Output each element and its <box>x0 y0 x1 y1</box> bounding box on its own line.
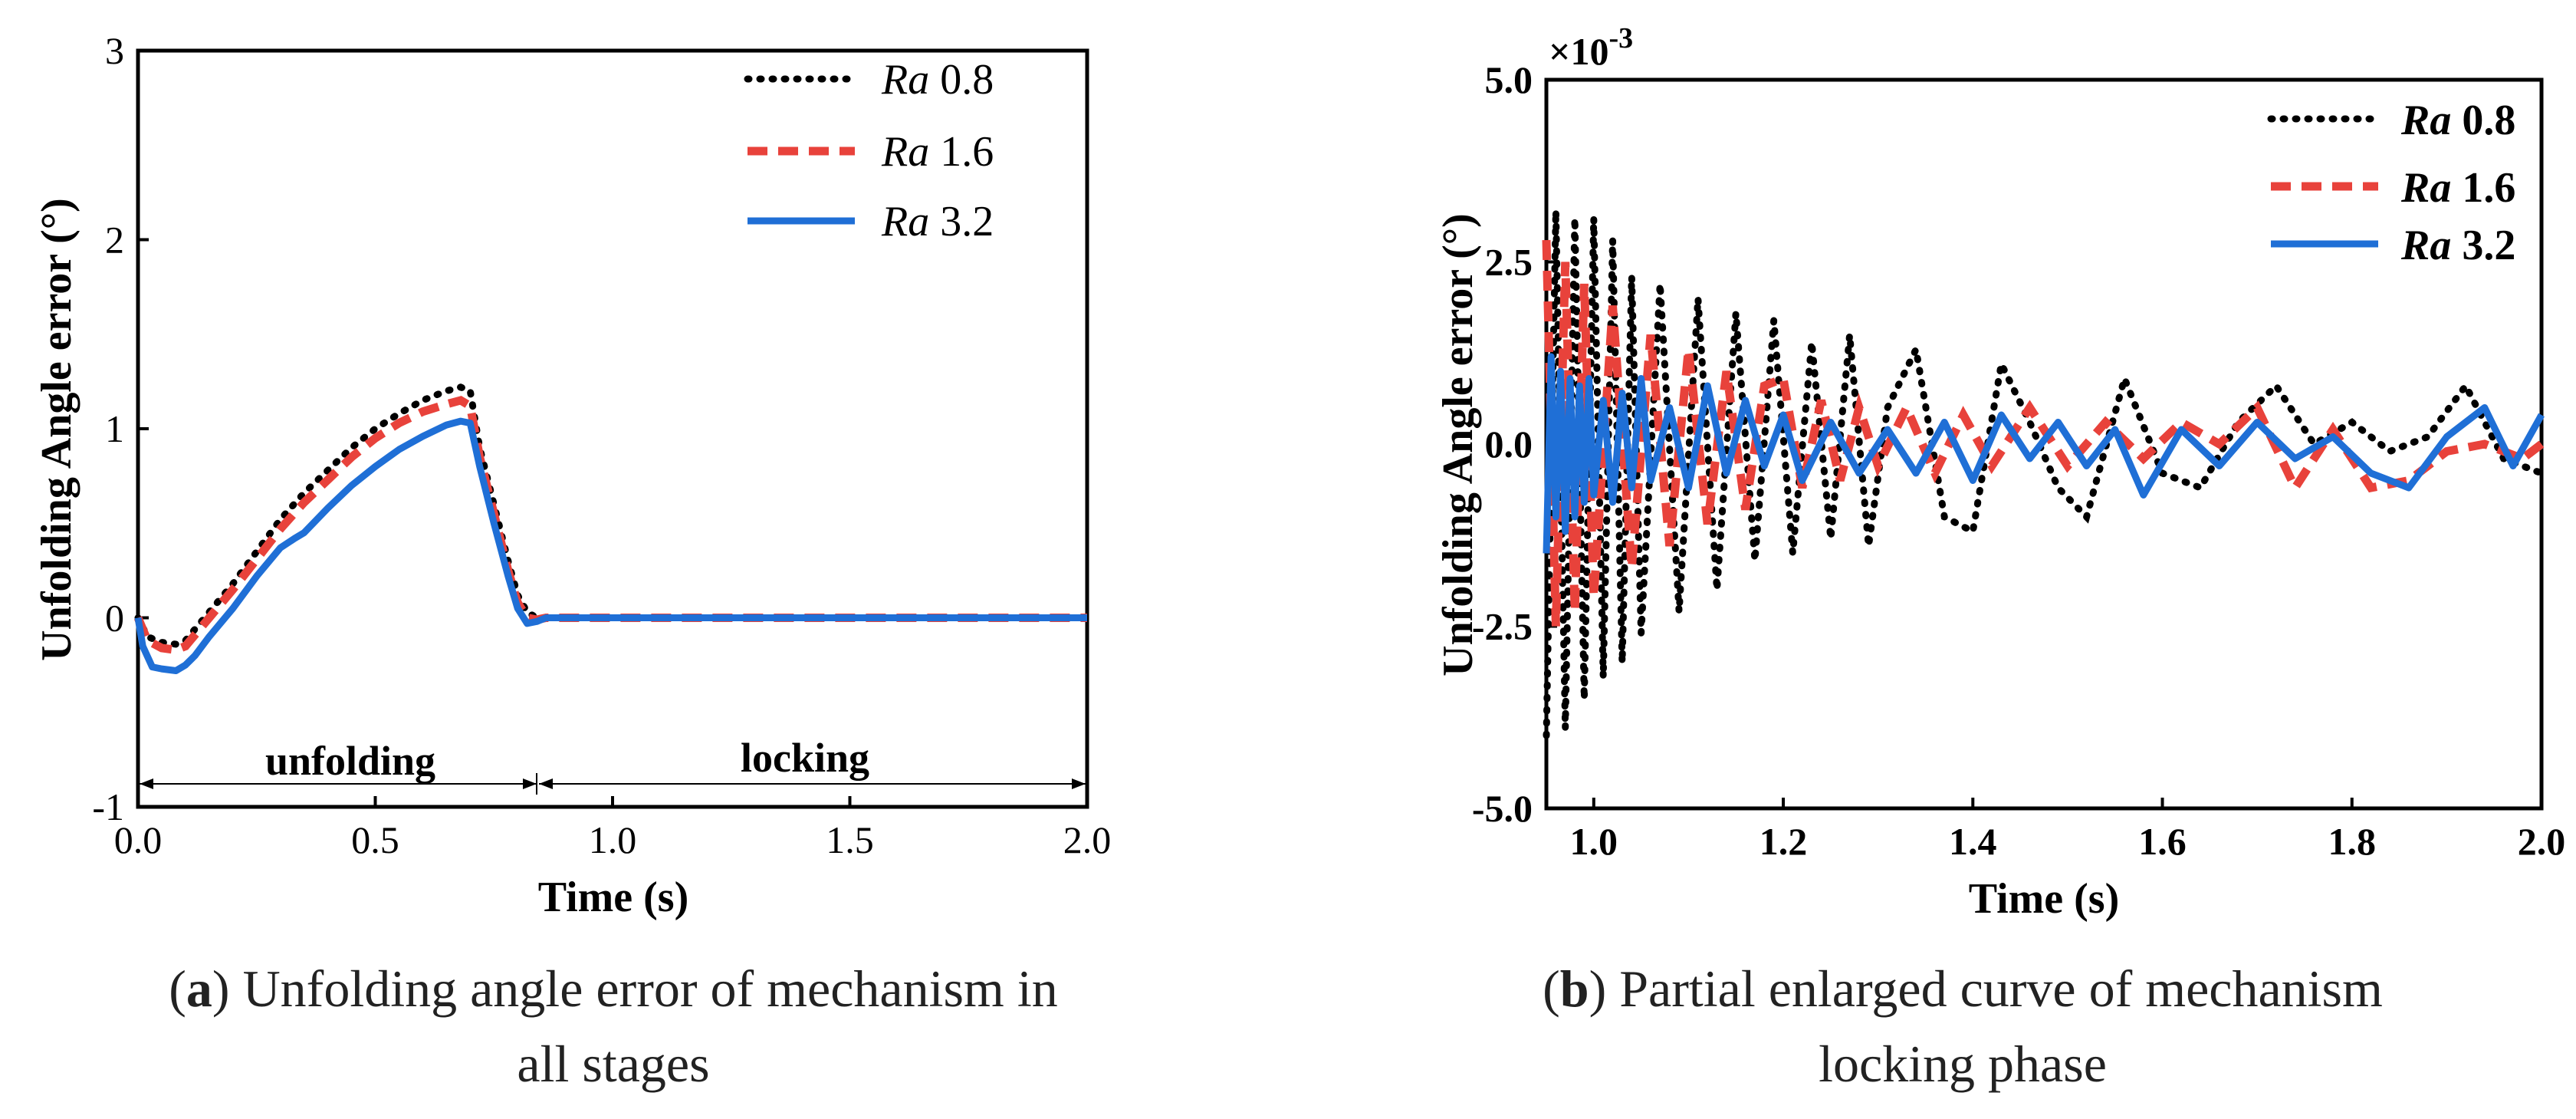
series-line-ra-3-2 <box>1543 353 2545 554</box>
caption-a-line1: Unfolding angle error of mechanism in <box>229 959 1058 1018</box>
y-tick-label: 1 <box>105 407 124 450</box>
series-line-ra-0-8 <box>134 383 1091 648</box>
caption-b: (b) Partial enlarged curve of mechanism … <box>1543 959 2383 1093</box>
stage-label-locking: locking <box>741 735 869 781</box>
axis-scale-multiplier: ×10-3 <box>1549 22 1633 73</box>
y-tick-label: 0 <box>105 597 124 640</box>
series-line-ra-3-2 <box>134 417 1087 674</box>
x-tick-label: 1.8 <box>2328 820 2377 863</box>
caption-a-letter: a <box>186 959 212 1018</box>
y-tick-label: 2.5 <box>1485 241 1533 284</box>
y-tick-label: -2.5 <box>1472 605 1533 648</box>
caption-a-line2: all stages <box>517 1035 710 1093</box>
x-tick-label: 1.5 <box>826 818 874 861</box>
y-tick-label: 3 <box>105 29 124 72</box>
y-tick-label: 0.0 <box>1485 423 1533 466</box>
legend-label-ra32: Ra 3.2 <box>2400 222 2515 269</box>
caption-b-line1: Partial enlarged curve of mechanism <box>1606 959 2383 1018</box>
x-tick-label: 1.4 <box>1949 820 1997 863</box>
x-tick-label: 1.6 <box>2138 820 2187 863</box>
caption-b-letter: b <box>1559 959 1589 1018</box>
legend-b: Ra 0.8 Ra 1.6 Ra 3.2 <box>2267 97 2515 269</box>
legend-label-ra16: Ra 1.6 <box>881 128 994 176</box>
y-axis-label-a: Unfolding Angle error (°) <box>33 198 80 661</box>
x-axis-label-b: Time (s) <box>1969 875 2120 923</box>
series-line-ra-1-6 <box>133 396 1087 655</box>
arrow-left-icon <box>140 778 153 789</box>
arrow-right-icon <box>1072 778 1086 789</box>
legend-label-ra08: Ra 0.8 <box>881 56 994 104</box>
chart-panel-b: ×10-3 1.0 1.2 1.4 1.6 1.8 2.0 -5.0 -2.5 0.0 2.5 5.… <box>1434 22 2565 923</box>
arrow-left-icon <box>539 778 553 789</box>
y-tick-label: -1 <box>92 785 124 828</box>
x-tick-label: 1.0 <box>589 818 637 861</box>
y-tick-label: 5.0 <box>1485 58 1533 101</box>
x-tick-label: 0.5 <box>351 818 399 861</box>
x-axis-label-a: Time (s) <box>538 874 689 921</box>
legend-label-ra16: Ra 1.6 <box>2400 164 2515 212</box>
stage-label-unfolding: unfolding <box>265 738 435 784</box>
y-tick-label: -5.0 <box>1472 787 1533 830</box>
legend-label-ra08: Ra 0.8 <box>2400 97 2515 144</box>
y-tick-label: 2 <box>105 219 124 262</box>
legend-label-ra32: Ra 3.2 <box>881 198 994 245</box>
arrow-right-icon <box>523 778 537 789</box>
x-tick-label: 1.2 <box>1760 820 1808 863</box>
series-line-ra-1-6 <box>1542 239 2545 627</box>
x-tick-label: 1.0 <box>1570 820 1618 863</box>
series-line-ra-0-8 <box>1543 210 2545 739</box>
caption-b-line2: locking phase <box>1819 1035 2107 1093</box>
y-axis-label-b: Unfolding Angle error (°) <box>1434 213 1482 676</box>
stage-annotations-a: unfolding locking <box>140 735 1086 795</box>
x-tick-label: 0.0 <box>114 818 163 861</box>
caption-a: (a) Unfolding angle error of mechanism i… <box>169 959 1058 1093</box>
x-tick-label: 2.0 <box>1063 818 1112 861</box>
legend-a: Ra 0.8 Ra 1.6 Ra 3.2 <box>744 56 994 245</box>
x-tick-label: 2.0 <box>2518 820 2566 863</box>
